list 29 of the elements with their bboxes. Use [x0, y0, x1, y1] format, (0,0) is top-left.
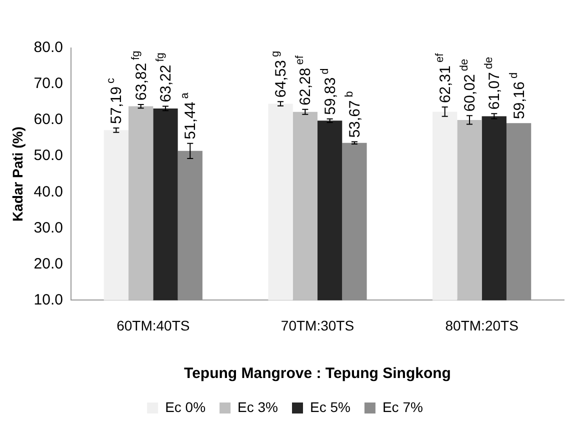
- y-tick-label: 20.0: [34, 255, 63, 272]
- legend-label: Ec 3%: [238, 398, 278, 415]
- x-tick-label: 80TM:20TS: [445, 317, 518, 334]
- data-label: 57,19c: [105, 77, 126, 124]
- data-label: 59,83d: [318, 68, 339, 115]
- data-label: 59,16d: [508, 72, 528, 120]
- x-axis-title: Tepung Mangrove : Tepung Singkong: [184, 365, 451, 382]
- y-tick-label: 40.0: [34, 183, 63, 200]
- y-tick-label: 30.0: [34, 219, 63, 236]
- data-label: 62,31ef: [434, 52, 454, 104]
- y-tick-label: 70.0: [34, 75, 63, 92]
- data-label: 51,44a: [179, 92, 200, 140]
- data-label: 60,02de: [458, 58, 479, 112]
- y-tick-label: 80.0: [34, 39, 63, 56]
- data-label: 63,82fg: [130, 50, 150, 100]
- legend-label: Ec 5%: [310, 398, 350, 415]
- data-label: 61,07de: [483, 56, 504, 110]
- y-axis-title: Kadar Pati (%): [9, 126, 26, 222]
- x-tick-label: 70TM:30TS: [280, 317, 354, 334]
- legend-label: Ec 7%: [382, 398, 423, 415]
- y-tick-label: 60.0: [34, 111, 63, 128]
- data-label: 63,22fg: [154, 52, 174, 102]
- y-tick-label: 50.0: [34, 147, 63, 164]
- data-label: 53,67b: [343, 91, 364, 138]
- y-tick-label: 10.0: [34, 291, 63, 308]
- x-tick-label: 60TM:40TS: [116, 317, 190, 334]
- data-label: 62,28ef: [294, 54, 314, 106]
- data-label: 64,53g: [270, 50, 290, 98]
- legend-label: Ec 0%: [165, 398, 206, 415]
